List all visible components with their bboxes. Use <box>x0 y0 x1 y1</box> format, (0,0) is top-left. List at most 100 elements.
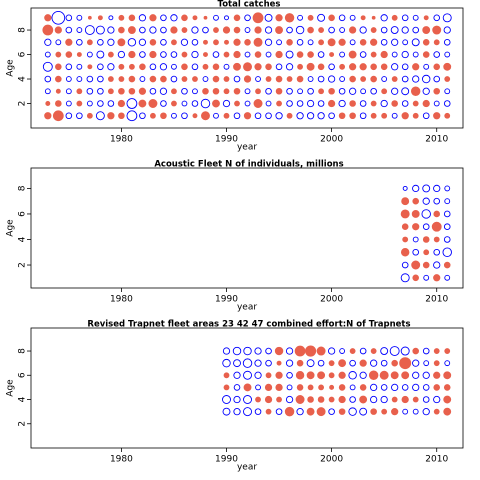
bubble <box>444 88 451 95</box>
bubble <box>138 99 147 108</box>
bubble <box>212 63 220 71</box>
x-tick-label: 1980 <box>110 295 133 305</box>
bubble <box>95 111 105 121</box>
bubble <box>444 198 451 205</box>
bubble <box>422 384 430 391</box>
bubble <box>275 75 283 83</box>
x-tick-label: 1990 <box>215 295 238 305</box>
bubble <box>243 395 253 404</box>
bubble <box>412 75 420 83</box>
bubble <box>297 14 303 21</box>
bubble <box>359 347 367 355</box>
bubble <box>296 408 304 416</box>
bubble <box>213 14 219 21</box>
bubble <box>423 15 429 21</box>
bubble <box>391 87 399 95</box>
bubble <box>275 26 283 34</box>
bubble <box>359 112 367 120</box>
bubble <box>401 223 409 231</box>
bubble <box>317 51 325 58</box>
bubble <box>127 38 137 47</box>
bubble <box>284 406 295 417</box>
bubble <box>317 75 325 83</box>
bubble <box>171 39 177 46</box>
bubble <box>255 384 261 391</box>
bubble <box>128 50 136 59</box>
bubble <box>359 38 367 46</box>
bubble <box>233 62 241 71</box>
bubble <box>191 26 199 34</box>
bubble <box>160 14 167 22</box>
bubble <box>296 359 304 367</box>
bubble <box>402 39 409 46</box>
y-tick-label: 6 <box>18 372 28 378</box>
bubble <box>286 112 293 119</box>
bubble <box>317 371 326 380</box>
bubble <box>265 63 272 71</box>
bubble <box>76 100 83 107</box>
bubble <box>264 383 273 392</box>
bubble <box>349 14 356 21</box>
bubble <box>328 112 335 120</box>
bubble <box>107 51 114 58</box>
bubble <box>265 408 272 415</box>
bubble <box>296 384 304 391</box>
bubble <box>328 396 335 403</box>
bubble <box>390 371 399 380</box>
bubble <box>411 38 420 47</box>
bubble <box>338 38 346 46</box>
bubble <box>181 87 188 95</box>
bubble <box>44 51 51 58</box>
bubble <box>96 50 105 59</box>
bubble <box>422 371 430 379</box>
bubble <box>444 360 451 367</box>
bubble <box>139 26 146 34</box>
bubble <box>442 247 452 257</box>
bubble <box>338 99 346 108</box>
bubble <box>55 88 61 94</box>
bubble <box>265 100 272 107</box>
bubble <box>76 52 82 57</box>
bubble <box>42 61 53 72</box>
plot-frame <box>30 7 464 129</box>
bubble <box>433 274 441 282</box>
y-tick-label: 4 <box>18 236 28 242</box>
bubble <box>338 112 346 120</box>
bubble <box>254 371 262 379</box>
bubble <box>118 26 125 34</box>
bubble <box>359 384 367 391</box>
bubble <box>275 50 283 59</box>
bubble <box>399 357 412 370</box>
bubble <box>86 112 93 119</box>
bubble <box>212 75 220 83</box>
bubble <box>265 76 272 82</box>
bubble <box>422 223 430 231</box>
bubble <box>380 347 389 355</box>
bubble <box>370 359 378 367</box>
bubble <box>433 248 441 256</box>
bubble <box>286 26 293 34</box>
y-tick-label: 6 <box>18 211 28 217</box>
bubble <box>233 14 241 22</box>
bubble <box>233 50 241 59</box>
bubble <box>348 371 357 380</box>
bubble <box>338 14 346 22</box>
bubble <box>433 197 441 205</box>
bubble <box>171 112 177 119</box>
bubble <box>276 100 282 107</box>
bubble <box>412 396 419 403</box>
y-tick-label: 8 <box>17 27 27 33</box>
bubble <box>443 371 452 380</box>
bubble <box>254 347 262 355</box>
bubble <box>242 358 253 368</box>
bubble <box>306 371 315 380</box>
bubble <box>294 345 306 357</box>
bubble <box>148 99 158 108</box>
bubble <box>87 15 92 20</box>
x-axis-label: year <box>237 303 257 313</box>
bubble <box>264 38 273 46</box>
bubble <box>412 197 419 205</box>
bubble <box>306 407 315 416</box>
bubble <box>107 38 115 46</box>
bubble <box>381 112 388 119</box>
